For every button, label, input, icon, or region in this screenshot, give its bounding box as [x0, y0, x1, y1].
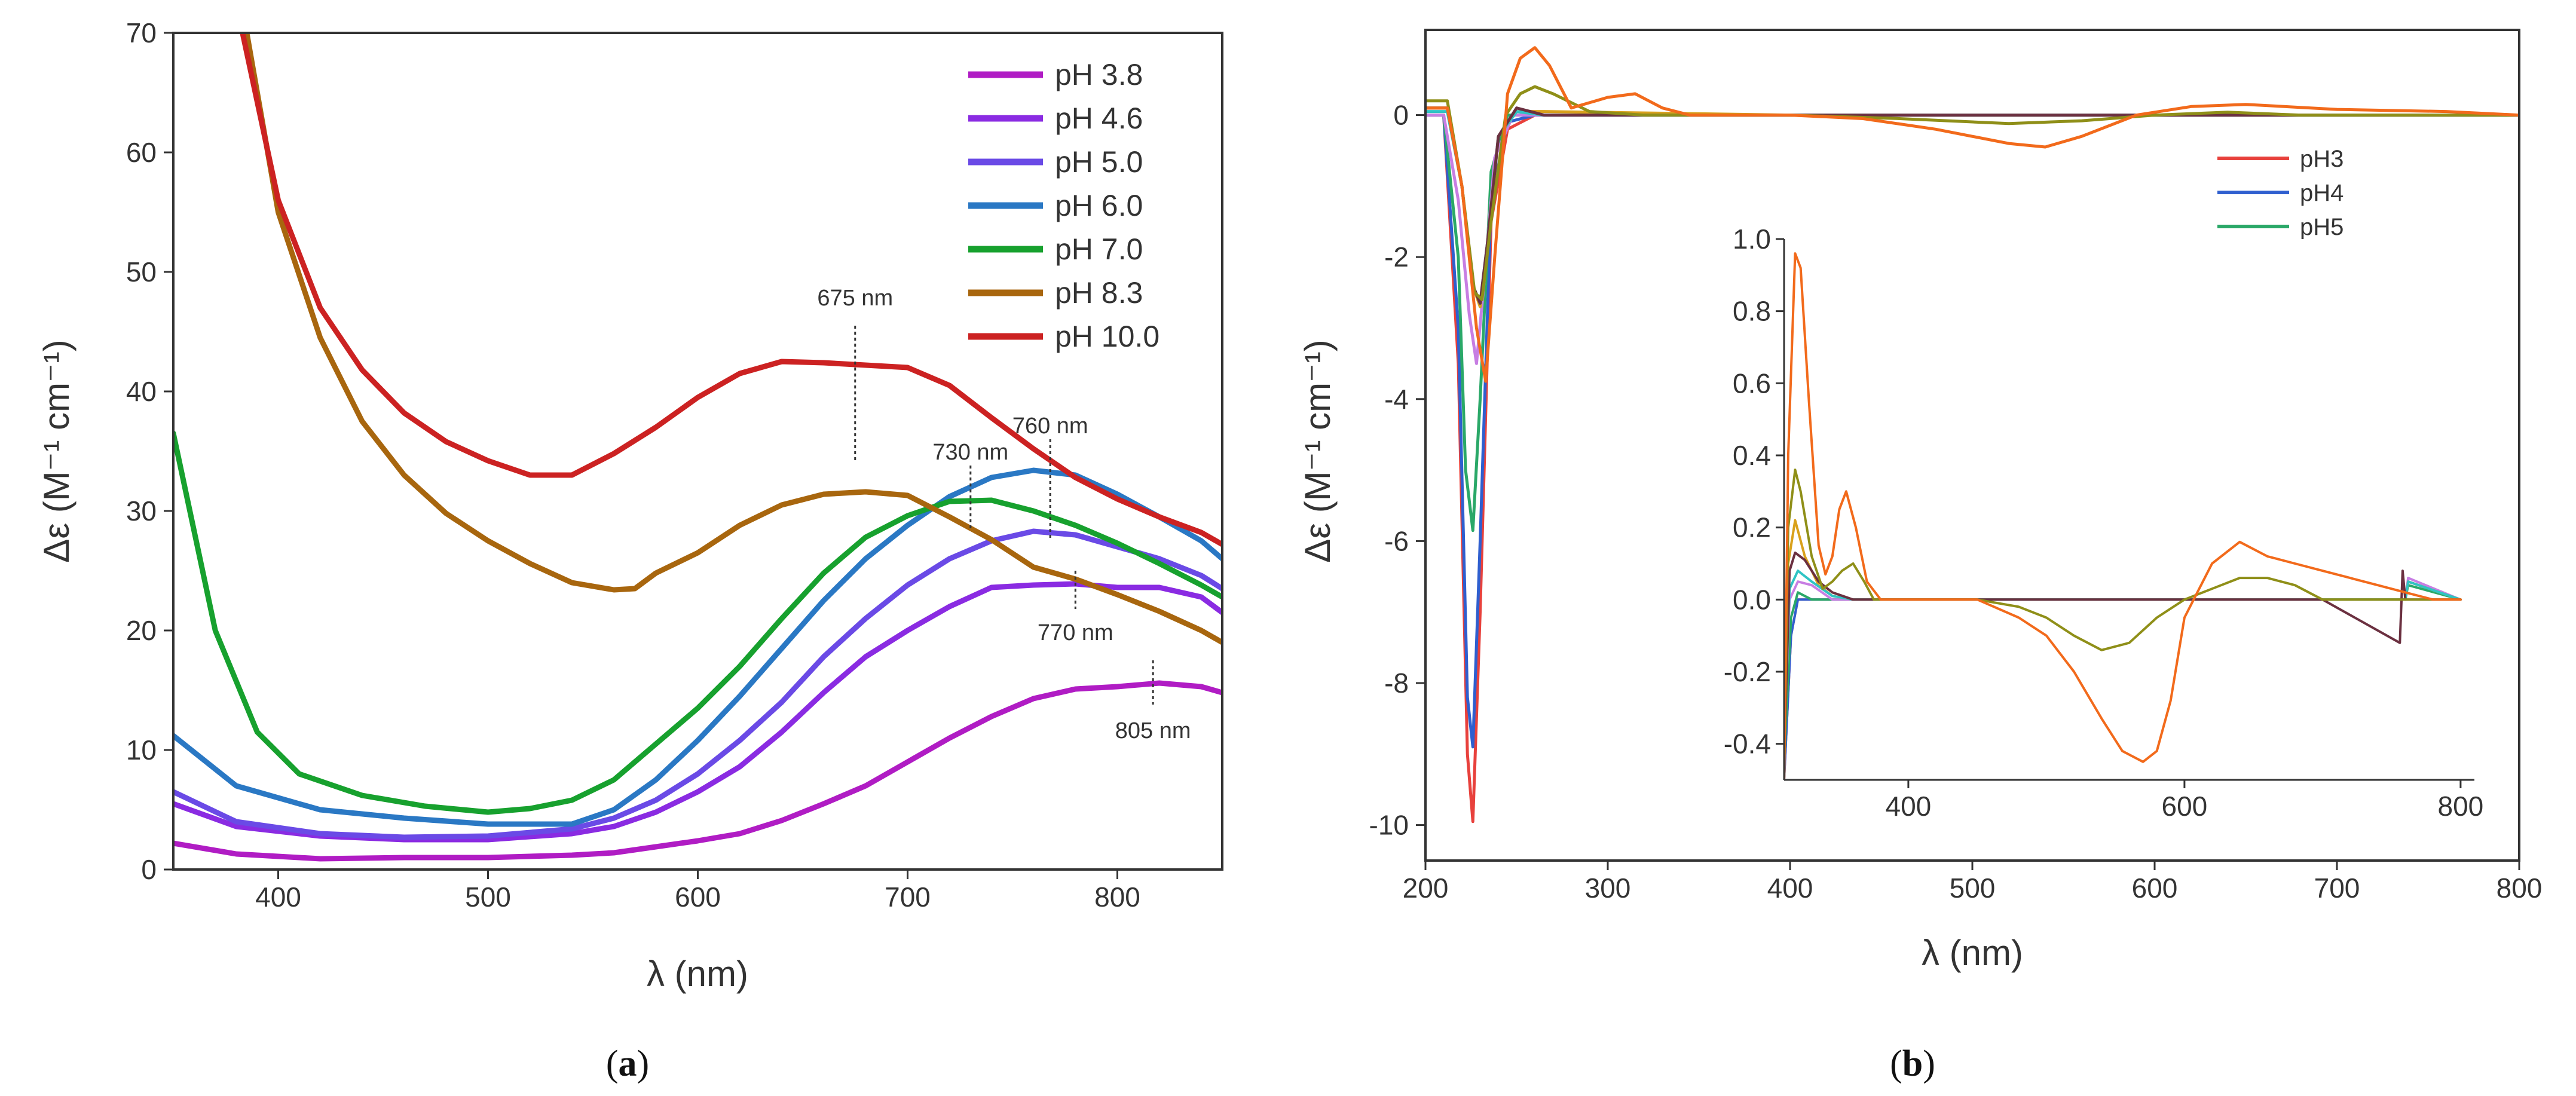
panel-a-ytick-label: 40	[126, 376, 157, 407]
panel-a-xtick-label: 600	[675, 881, 721, 913]
panel-b-xtick-label: 400	[1767, 872, 1813, 904]
panel-a-legend: pH 3.8 pH 4.6 pH 5.0 pH 6.0 pH 7.0 pH 8.3 pH 1…	[968, 58, 1159, 353]
panel-a-legend-label: pH 8.3	[1055, 276, 1143, 310]
panel-b-ytick-label: -6	[1384, 525, 1409, 556]
panel-b-line-ph10	[1425, 85, 2519, 301]
inset-xtick-label: 800	[2438, 791, 2484, 822]
panel-b-ticks: 200 300 400 500 600 700 800 0 -2 -4 -6 -8 -10	[1369, 100, 2543, 904]
panel-a-annotation-label: 730 nm	[932, 440, 1008, 465]
panel-a-ytick-label: 20	[126, 615, 157, 646]
panel-a-series	[173, 33, 1222, 862]
panel-b-ytick-label: -4	[1384, 384, 1409, 415]
panel-b-ylabel: Δε (M⁻¹ cm⁻¹)	[1298, 339, 1338, 562]
panel-b-line-ph11	[1425, 46, 2519, 383]
panel-a-ytick-label: 30	[126, 495, 157, 526]
inset-line-ph10	[1784, 469, 2462, 780]
panel-a-plot-frame	[172, 32, 1223, 871]
panel-b-xtick-label: 300	[1585, 872, 1631, 904]
panel-b-ytick-label: -2	[1384, 241, 1409, 273]
panel-a-annotation-label: 770 nm	[1038, 620, 1113, 645]
panel-a-line-ph5.0	[173, 528, 1222, 840]
panel-b-legend-label: pH5	[2300, 214, 2344, 240]
panel-b-inset: 400 600 800 1.0 0.8 0.6 0.4 0.2 0.0 -0.2 -0.4	[1724, 224, 2484, 822]
panel-a-annotation-label: 760 nm	[1012, 414, 1088, 439]
panel-a-ytick-label: 0	[141, 854, 157, 885]
panel-b-ytick-label: 0	[1393, 100, 1409, 131]
panel-b-xtick-label: 600	[2132, 872, 2178, 904]
panel-a-xtick-label: 400	[255, 881, 301, 913]
panel-b-legend-label: pH3	[2300, 146, 2344, 172]
panel-b-legend-label: pH4	[2300, 180, 2344, 206]
panel-a-caption: (a)	[606, 1043, 649, 1084]
panel-a: 400 500 600 700 800 0 10 20 30 40 50 60 70 675 nm 730…	[36, 17, 1223, 1084]
panel-a-legend-label: pH 4.6	[1055, 102, 1143, 135]
inset-xtick-label: 400	[1886, 791, 1932, 822]
panel-a-line-ph8.3	[244, 33, 1222, 645]
inset-line-ph11	[1784, 252, 2462, 780]
panel-a-legend-label: pH 5.0	[1055, 145, 1143, 179]
inset-ytick-label: -0.2	[1724, 656, 1771, 687]
panel-a-line-ph6.0	[173, 467, 1222, 827]
panel-a-ytick-label: 10	[126, 734, 157, 766]
panel-b-ytick-label: -10	[1369, 810, 1409, 841]
panel-a-xlabel: λ (nm)	[647, 954, 748, 994]
panel-a-ytick-label: 60	[126, 137, 157, 168]
inset-background	[1784, 239, 2474, 780]
panel-a-ytick-label: 50	[126, 256, 157, 287]
panel-a-line-ph3.8	[173, 680, 1222, 862]
panel-a-line-ph10.0	[240, 33, 1222, 547]
inset-ytick-label: 0.4	[1733, 440, 1771, 471]
inset-ytick-label: 1.0	[1733, 224, 1771, 255]
inset-ytick-label: -0.4	[1724, 728, 1771, 760]
panel-b-xtick-label: 800	[2497, 872, 2543, 904]
panel-b-xlabel: λ (nm)	[1922, 933, 2023, 973]
panel-a-xtick-label: 800	[1094, 881, 1140, 913]
panel-a-annotation-label: 675 nm	[817, 286, 893, 311]
panel-b-xtick-label: 700	[2314, 872, 2360, 904]
panel-a-line-ph7.0	[173, 430, 1222, 815]
panel-b-caption: (b)	[1890, 1043, 1935, 1084]
panel-a-ylabel: Δε (M⁻¹ cm⁻¹)	[36, 339, 77, 562]
panel-b-ytick-label: -8	[1384, 668, 1409, 699]
panel-a-ytick-label: 70	[126, 17, 157, 48]
panel-a-legend-label: pH 10.0	[1055, 320, 1159, 353]
panel-b-plot-frame	[1424, 29, 2520, 862]
inset-ytick-label: 0.2	[1733, 512, 1771, 543]
panel-a-xtick-label: 500	[465, 881, 511, 913]
panel-a-ticks: 400 500 600 700 800 0 10 20 30 40 50 60 70	[126, 17, 1140, 913]
panel-a-xtick-label: 700	[885, 881, 931, 913]
panel-b-xtick-label: 200	[1403, 872, 1449, 904]
panel-a-legend-label: pH 3.8	[1055, 58, 1143, 91]
inset-ytick-label: 0.8	[1733, 296, 1771, 327]
panel-b-xtick-label: 500	[1950, 872, 1996, 904]
inset-ytick-label: 0.6	[1733, 368, 1771, 399]
inset-xtick-label: 600	[2162, 791, 2208, 822]
panel-a-legend-label: pH 7.0	[1055, 232, 1143, 266]
panel-b: 200 300 400 500 600 700 800 0 -2 -4 -6 -8 -10 pH3 pH4…	[1298, 29, 2543, 1084]
inset-ytick-label: 0.0	[1733, 584, 1771, 615]
panel-b-series	[1425, 46, 2519, 823]
panel-a-legend-label: pH 6.0	[1055, 189, 1143, 222]
panel-a-annotation-label: 805 nm	[1115, 718, 1191, 743]
